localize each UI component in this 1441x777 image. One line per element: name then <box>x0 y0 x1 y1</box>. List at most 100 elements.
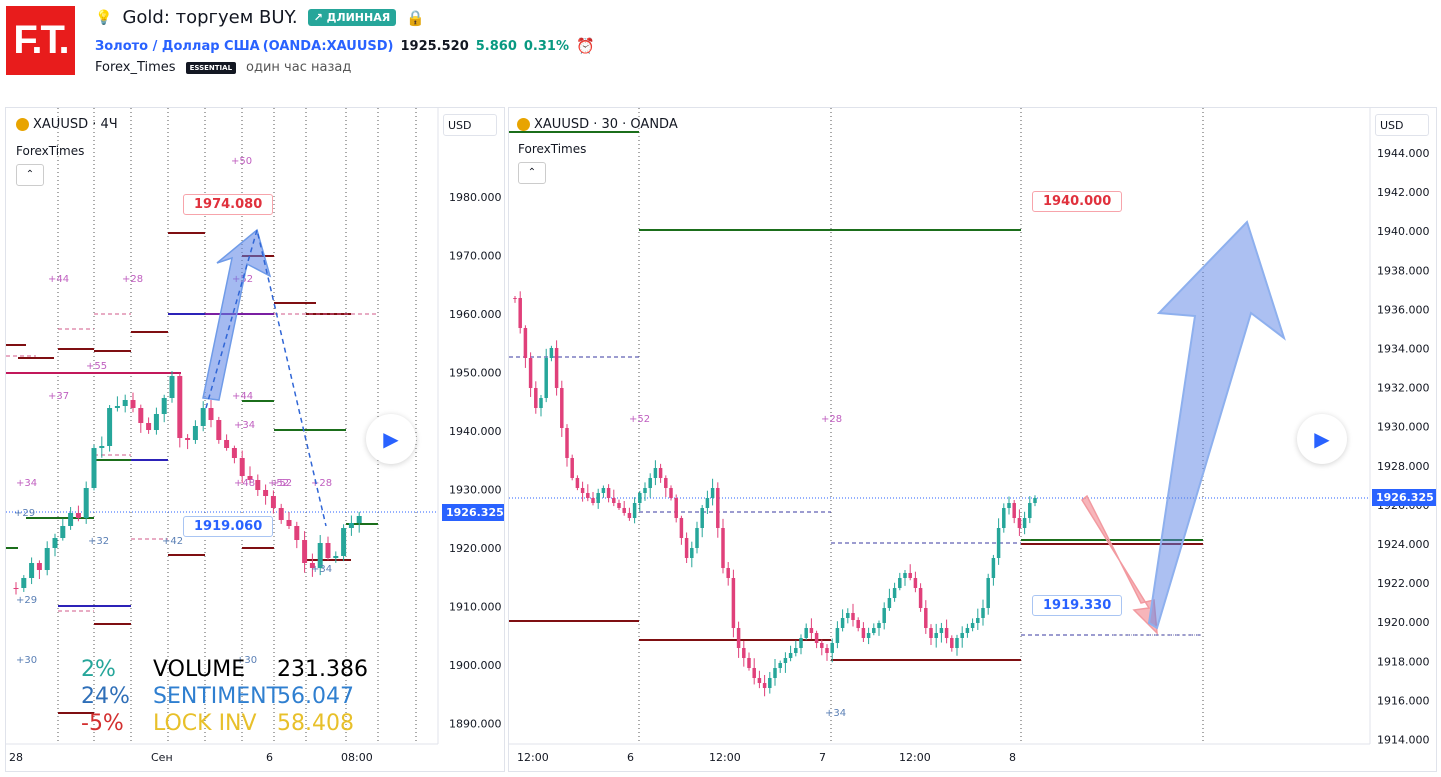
right-play-button[interactable]: ▶ <box>1297 414 1347 464</box>
candle-body <box>814 633 819 643</box>
candle-body <box>270 496 276 508</box>
price-change-percent: 0.31% <box>523 38 569 54</box>
candle-body <box>788 653 793 658</box>
left-indicator-name: ForexTimes <box>16 144 85 158</box>
time-axis-tick: 12:00 <box>709 751 741 764</box>
candle-body <box>794 648 798 653</box>
candle-body <box>622 508 626 513</box>
signal-mark-label: +52 <box>271 478 292 489</box>
candle-body <box>549 348 554 358</box>
candle-body <box>518 298 522 328</box>
candle-body <box>768 678 772 688</box>
gold-coin-icon <box>517 118 530 131</box>
candle-body <box>341 528 347 556</box>
candle-body <box>580 488 585 493</box>
candle-body <box>773 668 777 678</box>
candle-body <box>695 528 699 548</box>
candle-body <box>302 540 308 563</box>
symbol-code-link[interactable]: (OANDA:XAUUSD) <box>262 38 394 54</box>
right-symbol-legend[interactable]: XAUUSD · 30 · OANDA <box>517 117 678 132</box>
candle-body <box>294 526 300 540</box>
signal-mark-label: +30 <box>236 655 257 666</box>
publish-time: один час назад <box>246 60 352 75</box>
author-logo[interactable]: F.T. <box>6 6 75 75</box>
left-collapse-button[interactable]: ⌃ <box>16 164 44 186</box>
author-name[interactable]: Forex_Times <box>95 60 176 75</box>
candle-body <box>887 598 892 608</box>
candle-body <box>955 638 959 648</box>
signal-mark-label: +34 <box>825 708 846 719</box>
candle-body <box>856 620 860 628</box>
candle-body <box>122 400 128 406</box>
price-axis-tick: 1930.000 <box>449 484 502 497</box>
right-currency-button[interactable]: USD <box>1375 114 1429 136</box>
signal-mark-label: +44 <box>232 391 253 402</box>
candle-body <box>762 683 767 688</box>
candle-body <box>99 446 105 448</box>
play-icon: ▶ <box>383 427 399 451</box>
time-axis-tick: 7 <box>819 751 826 764</box>
left-play-button[interactable]: ▶ <box>366 414 416 464</box>
candle-body <box>1022 518 1027 528</box>
left-currency-button[interactable]: USD <box>443 114 497 136</box>
candle-body <box>523 328 528 358</box>
signal-mark-label: +30 <box>16 655 37 666</box>
price-axis-tick: 1944.000 <box>1377 147 1430 160</box>
candle-body <box>13 588 19 589</box>
right-chart-pane[interactable]: 1944.000 1942.000 1940.000 1938.000 1936.000… <box>508 107 1437 772</box>
candle-body <box>153 414 159 430</box>
candle-body <box>200 408 206 426</box>
candle-body <box>75 513 81 518</box>
lock-inv-label: LOCK INV <box>153 711 257 736</box>
price-axis-tick: 1890.000 <box>449 718 502 731</box>
signal-mark-label: +28 <box>122 274 143 285</box>
candle-body <box>231 448 237 458</box>
candle-body <box>107 408 113 446</box>
candle-body <box>309 563 315 568</box>
candle-body <box>208 408 214 420</box>
price-axis-tick: 1934.000 <box>1377 343 1430 356</box>
time-axis-tick: 8 <box>1009 751 1016 764</box>
right-collapse-button[interactable]: ⌃ <box>518 162 546 184</box>
symbol-name-link[interactable]: Золото / Доллар США <box>95 38 260 54</box>
candle-body <box>1012 503 1016 518</box>
lock-icon: 🔒 <box>406 8 425 27</box>
long-direction-badge: ↗ ДЛИННАЯ <box>307 9 397 26</box>
indicator-stats-panel: 2% VOLUME 231.386 24% SENTIMENT 56.047 -… <box>81 656 368 737</box>
left-chart-pane[interactable]: 1980.000 1970.000 1960.000 1950.000 1940.000… <box>5 107 505 772</box>
left-chart-canvas[interactable]: 1980.000 1970.000 1960.000 1950.000 1940.000… <box>6 108 504 771</box>
right-chart-canvas[interactable]: 1944.000 1942.000 1940.000 1938.000 1936.000… <box>509 108 1436 771</box>
candle-body <box>846 613 850 618</box>
signal-mark-label: +29 <box>14 508 35 519</box>
price-axis-tick: 1960.000 <box>449 308 502 321</box>
left-symbol-legend[interactable]: XAUUSD · 4Ч <box>16 117 118 132</box>
alarm-clock-icon[interactable]: ⏰ <box>575 37 595 55</box>
candle-body <box>91 448 97 488</box>
candle-body <box>736 628 741 648</box>
candle-body <box>840 618 845 628</box>
candle-body <box>544 358 548 398</box>
time-axis-tick: 6 <box>266 751 273 764</box>
left-current-price-tag: 1926.325 <box>442 504 504 521</box>
plan-badge: ESSENTIAL <box>185 61 237 74</box>
candle-body <box>36 563 42 570</box>
candle-body <box>591 498 595 503</box>
candle-body <box>565 428 569 458</box>
candle-body <box>669 488 673 498</box>
candle-body <box>570 458 574 478</box>
candle-body <box>924 608 928 628</box>
candle-body <box>348 523 354 528</box>
candle-body <box>799 638 803 648</box>
candle-body <box>658 468 663 478</box>
candle-body <box>146 423 152 430</box>
candle-body <box>934 633 938 638</box>
candle-body <box>247 476 253 480</box>
right-indicator-name: ForexTimes <box>518 142 587 156</box>
candle-body <box>892 588 897 598</box>
author-row: Forex_Times ESSENTIAL один час назад <box>95 60 351 75</box>
candle-body <box>851 613 855 620</box>
candle-body <box>627 513 632 518</box>
price-axis-tick: 1950.000 <box>449 367 502 380</box>
candle-body <box>560 388 564 428</box>
candle-body <box>752 668 756 678</box>
